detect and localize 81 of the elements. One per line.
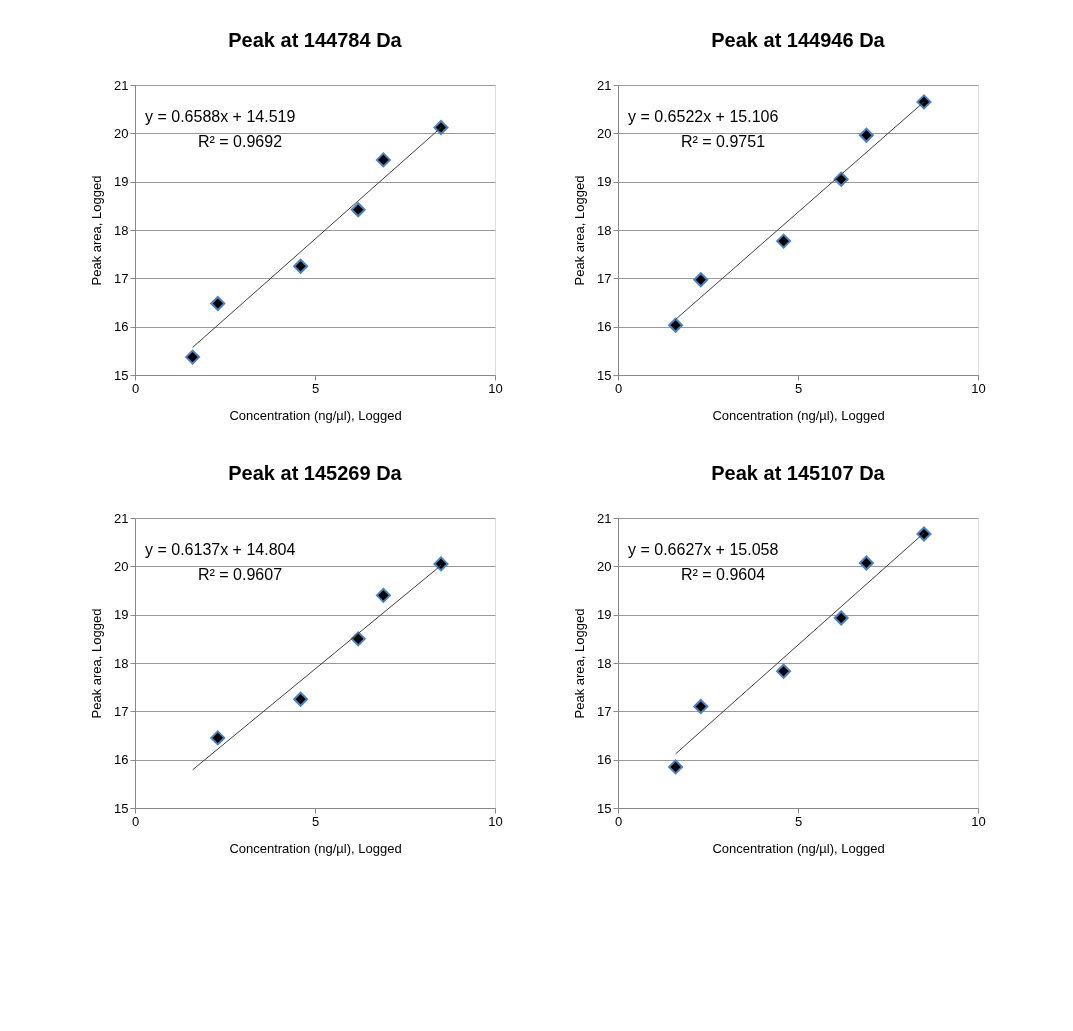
y-axis-title: Peak area, Logged [572, 175, 588, 286]
x-tick-label: 0 [131, 380, 140, 396]
point [375, 152, 391, 168]
y-tick-label: 18 [114, 655, 129, 671]
point [916, 526, 932, 542]
x-tick-label: 5 [794, 380, 803, 396]
annotation: R² = 0.9692 [197, 133, 283, 150]
y-tick-label: 21 [597, 77, 612, 93]
annotation: R² = 0.9607 [197, 566, 283, 583]
point [433, 556, 449, 572]
annotation: y = 0.6627x + 15.058 [628, 541, 779, 558]
y-axis-title: Peak area, Logged [89, 608, 105, 719]
chart-title: Peak at 144946 Da [711, 29, 886, 51]
annotation: y = 0.6588x + 14.519 [145, 108, 296, 125]
x-axis-title: Concentration (ng/µl), Logged [712, 407, 885, 423]
point [693, 272, 709, 288]
y-axis-title: Peak area, Logged [572, 608, 588, 719]
point [858, 127, 874, 143]
point [668, 759, 684, 775]
y-tick-label: 17 [114, 270, 129, 286]
y-tick-label: 19 [114, 174, 129, 190]
y-tick-label: 16 [597, 752, 612, 768]
y-tick-label: 19 [597, 174, 612, 190]
y-tick-label: 21 [114, 510, 129, 526]
y-tick-label: 19 [597, 607, 612, 623]
y-tick-label: 17 [597, 703, 612, 719]
point [210, 295, 226, 311]
x-tick-label: 5 [311, 813, 320, 829]
point [210, 730, 226, 746]
point [858, 555, 874, 571]
chart-title: Peak at 144784 Da [228, 29, 403, 51]
x-tick-label: 10 [488, 380, 503, 396]
x-tick-label: 5 [311, 380, 320, 396]
y-tick-label: 16 [597, 319, 612, 335]
point [833, 610, 849, 626]
y-tick-label: 20 [597, 125, 612, 141]
annotation: R² = 0.9604 [680, 566, 766, 583]
annotation: y = 0.6522x + 15.106 [628, 108, 779, 125]
point [350, 202, 366, 218]
y-tick-label: 15 [597, 367, 612, 383]
chart-title: Peak at 145107 Da [711, 462, 886, 484]
x-tick-label: 0 [614, 380, 623, 396]
y-tick-label: 15 [114, 367, 129, 383]
y-tick-label: 20 [114, 125, 129, 141]
x-axis-title: Concentration (ng/µl), Logged [229, 407, 402, 423]
chart-title: Peak at 145269 Da [228, 462, 403, 484]
x-axis-title: Concentration (ng/µl), Logged [229, 840, 402, 856]
point [375, 587, 391, 603]
x-tick-label: 10 [488, 813, 503, 829]
x-tick-label: 5 [794, 813, 803, 829]
point [776, 233, 792, 249]
annotation: R² = 0.9751 [680, 133, 766, 150]
x-tick-label: 10 [971, 380, 986, 396]
y-tick-label: 16 [114, 752, 129, 768]
point [293, 258, 309, 274]
point [916, 94, 932, 110]
point [433, 120, 449, 136]
point [185, 349, 201, 365]
y-tick-label: 15 [597, 800, 612, 816]
y-axis-title: Peak area, Logged [89, 175, 105, 286]
point [693, 698, 709, 715]
y-tick-label: 21 [597, 510, 612, 526]
y-tick-label: 18 [114, 222, 129, 238]
y-tick-label: 16 [114, 319, 129, 335]
y-tick-label: 15 [114, 800, 129, 816]
point [293, 691, 309, 707]
x-tick-label: 10 [971, 813, 986, 829]
point [776, 663, 792, 679]
y-tick-label: 18 [597, 655, 612, 671]
x-axis-title: Concentration (ng/µl), Logged [712, 840, 885, 856]
y-tick-label: 20 [114, 558, 129, 574]
y-tick-label: 17 [114, 703, 129, 719]
y-tick-label: 21 [114, 77, 129, 93]
x-tick-label: 0 [614, 813, 623, 829]
y-tick-label: 17 [597, 270, 612, 286]
annotation: y = 0.6137x + 14.804 [145, 541, 296, 558]
x-tick-label: 0 [131, 813, 140, 829]
y-tick-label: 19 [114, 607, 129, 623]
y-tick-label: 20 [597, 558, 612, 574]
y-tick-label: 18 [597, 222, 612, 238]
point [668, 317, 684, 333]
